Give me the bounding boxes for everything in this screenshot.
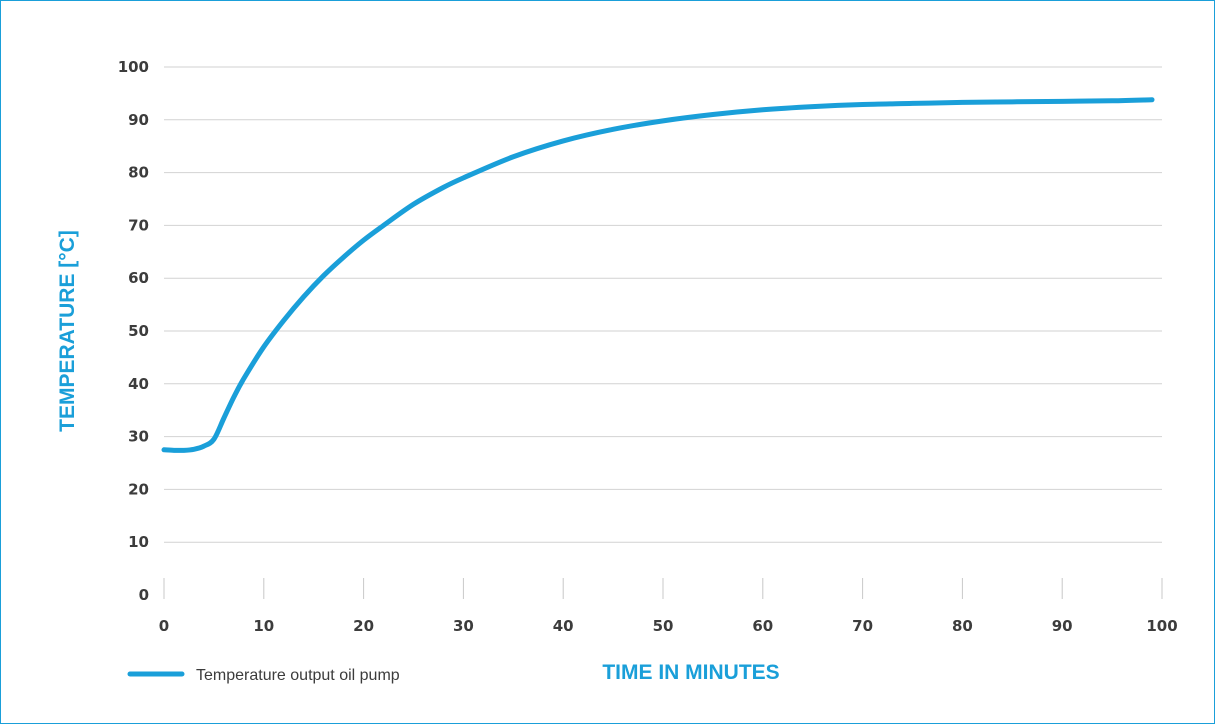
y-axis-tick-labels: 0 10 20 30 40 50 60 70 80 90 100 bbox=[118, 58, 149, 604]
x-tick-label-60: 60 bbox=[752, 617, 773, 635]
y-tick-label-30: 30 bbox=[128, 428, 149, 446]
x-tick-label-30: 30 bbox=[453, 617, 474, 635]
x-tick-label-0: 0 bbox=[159, 617, 169, 635]
series-lines bbox=[161, 97, 1155, 453]
y-tick-label-10: 10 bbox=[128, 533, 149, 551]
x-tick-label-100: 100 bbox=[1146, 617, 1177, 635]
y-tick-label-70: 70 bbox=[128, 216, 149, 234]
y-tick-label-100: 100 bbox=[118, 58, 149, 76]
x-axis-ticks bbox=[163, 578, 1163, 599]
x-tick-label-40: 40 bbox=[553, 617, 574, 635]
legend: Temperature output oil pump bbox=[127, 667, 400, 684]
x-axis-tick-labels: 0 10 20 30 40 50 60 70 80 90 100 bbox=[159, 617, 1178, 635]
x-tick-label-80: 80 bbox=[952, 617, 973, 635]
series-line-0 bbox=[161, 97, 1155, 453]
y-tick-label-50: 50 bbox=[128, 322, 149, 340]
x-tick-label-90: 90 bbox=[1052, 617, 1073, 635]
x-tick-label-10: 10 bbox=[253, 617, 274, 635]
x-axis-title: TIME IN MINUTES bbox=[602, 661, 779, 684]
gridlines bbox=[164, 66, 1162, 543]
legend-label: Temperature output oil pump bbox=[196, 667, 400, 684]
y-tick-label-90: 90 bbox=[128, 111, 149, 129]
y-axis-title: TEMPERATURE [°C] bbox=[56, 230, 79, 432]
y-tick-label-40: 40 bbox=[128, 375, 149, 393]
y-tick-label-0: 0 bbox=[139, 586, 149, 604]
x-tick-label-70: 70 bbox=[852, 617, 873, 635]
y-tick-label-80: 80 bbox=[128, 164, 149, 182]
y-tick-label-20: 20 bbox=[128, 480, 149, 498]
y-tick-label-60: 60 bbox=[128, 269, 149, 287]
x-tick-label-20: 20 bbox=[353, 617, 374, 635]
x-tick-label-50: 50 bbox=[653, 617, 674, 635]
